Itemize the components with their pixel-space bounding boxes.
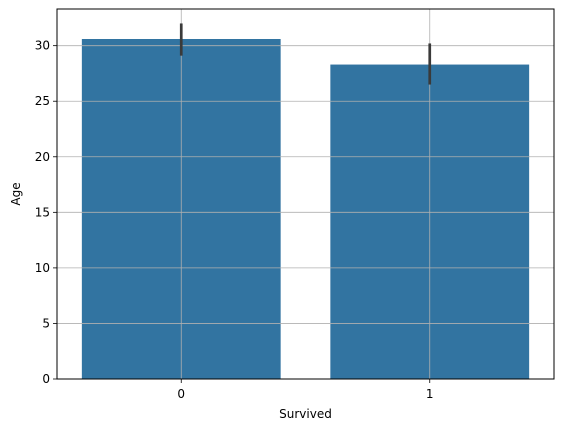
y-tick-label: 30 [35,39,50,53]
y-tick-label: 0 [42,372,50,386]
plot-frame [56,8,555,380]
bars [81,39,530,380]
axis-ticks: 0 5 10 15 20 25 30 0 1 [35,39,434,401]
y-tick-label: 20 [35,150,50,164]
y-tick-label: 25 [35,94,50,108]
y-axis-label: Age [9,182,23,205]
x-tick-label: 0 [177,387,185,401]
y-tick-label: 15 [35,205,50,219]
x-axis-label: Survived [279,407,332,421]
error-bars [179,23,432,85]
y-tick-label: 5 [42,316,50,330]
y-tick-label: 10 [35,261,50,275]
x-tick-label: 1 [426,387,434,401]
